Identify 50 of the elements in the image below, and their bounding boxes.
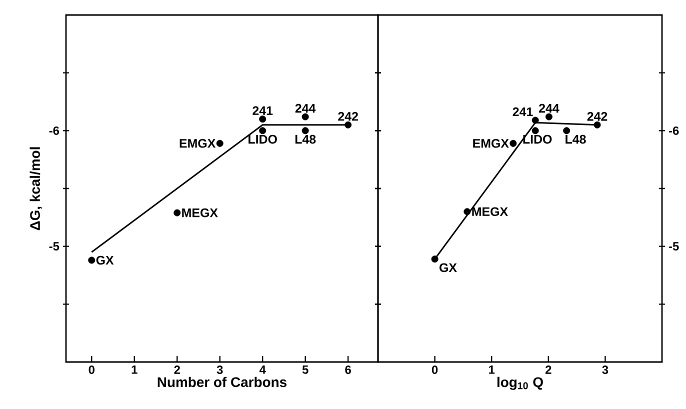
annotation: MEGX xyxy=(182,208,218,218)
point xyxy=(174,209,181,216)
x-tick-label: 2 xyxy=(174,366,180,374)
point xyxy=(464,208,471,216)
x-tick-label: 0 xyxy=(88,366,94,374)
point xyxy=(259,127,266,134)
x-tick-label: 5 xyxy=(302,366,308,374)
annotation: 241 xyxy=(512,107,533,116)
y-tick-label: -6 xyxy=(668,126,679,135)
annotation: EMGX xyxy=(180,138,216,148)
x-tick-label: 6 xyxy=(345,366,351,374)
point xyxy=(510,140,517,147)
annotation: GX xyxy=(96,256,114,265)
x-tick-label: 3 xyxy=(216,366,223,374)
annotation: 244 xyxy=(295,104,316,113)
point xyxy=(594,121,601,128)
point xyxy=(545,113,552,120)
annotation: L48 xyxy=(566,134,586,144)
annotation: GX xyxy=(440,263,457,272)
x-tick-label: 1 xyxy=(489,366,495,374)
annotation: 242 xyxy=(338,112,358,121)
y-tick-label: -6 xyxy=(49,126,60,135)
x-tick-label: 3 xyxy=(602,366,608,374)
annotation: 242 xyxy=(587,112,608,121)
point xyxy=(302,127,309,134)
y-tick-label: -5 xyxy=(668,242,679,250)
point xyxy=(431,256,438,263)
annotation: 241 xyxy=(252,106,273,115)
x-axis-title: log$_{10}$ Q xyxy=(497,376,543,390)
annotation: LIDO xyxy=(248,134,277,144)
point xyxy=(88,256,96,264)
point xyxy=(259,116,266,123)
annotation: MEGX xyxy=(472,207,508,216)
y-tick-label: -5 xyxy=(49,242,60,250)
x-tick-label: 0 xyxy=(432,366,438,374)
x-tick-label: 1 xyxy=(132,366,138,374)
x-axis-title: Number of Carbons xyxy=(158,376,287,388)
point xyxy=(344,121,352,128)
point xyxy=(563,127,570,134)
point xyxy=(532,116,539,124)
annotation: EMGX xyxy=(473,138,509,148)
point xyxy=(216,140,224,147)
x-tick-label: 4 xyxy=(259,366,266,374)
point xyxy=(302,113,309,120)
annotation: LIDO xyxy=(523,134,552,144)
point xyxy=(532,127,539,134)
annotation: 244 xyxy=(539,104,560,113)
x-tick-label: 2 xyxy=(546,366,552,374)
y-axis-title: ΔG, kcal/mol xyxy=(30,147,42,230)
annotation: L48 xyxy=(295,134,316,144)
